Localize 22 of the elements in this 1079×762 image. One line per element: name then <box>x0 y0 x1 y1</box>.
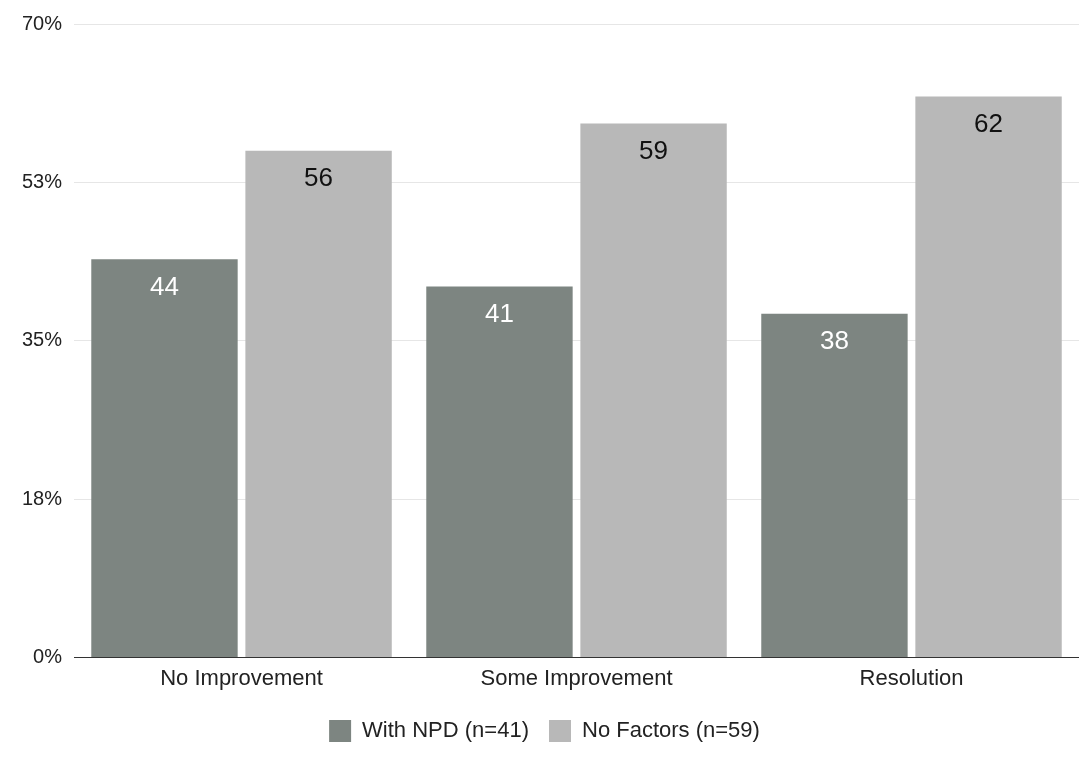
data-label: 41 <box>485 297 514 328</box>
x-tick-label: Some Improvement <box>480 664 673 690</box>
y-tick-label: 18% <box>22 486 63 509</box>
bar <box>91 259 238 658</box>
bar <box>761 313 908 658</box>
bar <box>245 150 392 658</box>
x-tick-label: Resolution <box>859 664 964 690</box>
y-tick-label: 53% <box>22 169 63 192</box>
data-label: 38 <box>820 324 849 355</box>
bar <box>426 286 573 658</box>
data-label: 44 <box>150 270 179 301</box>
data-label: 62 <box>974 107 1004 138</box>
data-label: 56 <box>304 161 334 192</box>
bar <box>580 123 727 658</box>
legend-label: With NPD (n=41) <box>362 717 529 743</box>
y-tick-label: 0% <box>33 645 63 668</box>
x-tick-label: No Improvement <box>160 664 323 690</box>
legend-label: No Factors (n=59) <box>581 717 760 743</box>
y-tick-label: 35% <box>22 328 63 351</box>
y-tick-label: 70% <box>22 11 63 34</box>
bar <box>915 96 1062 658</box>
data-label: 59 <box>639 134 669 165</box>
